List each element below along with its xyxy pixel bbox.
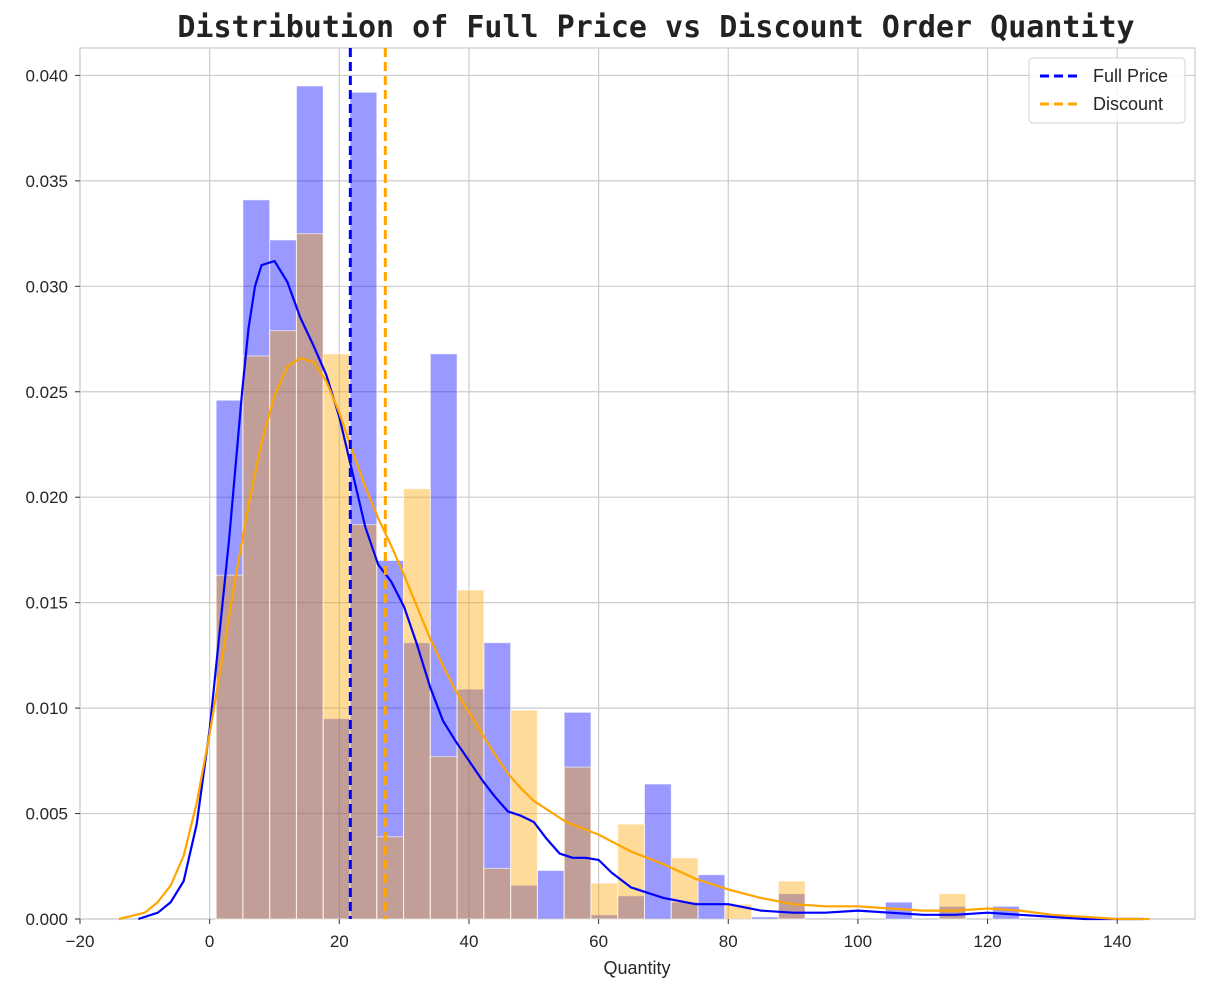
- y-tick-label: 0.010: [25, 699, 68, 718]
- discount-bar: [242, 355, 271, 920]
- x-tick-label: 40: [459, 932, 478, 951]
- legend-full-price-label: Full Price: [1093, 66, 1168, 86]
- x-tick-label: 100: [844, 932, 872, 951]
- mean-lines: [348, 48, 387, 919]
- x-tick-label: 80: [719, 932, 738, 951]
- plot-area: [79, 47, 1196, 920]
- discount-bar: [563, 766, 592, 920]
- y-tick-label: 0.000: [25, 910, 68, 929]
- full-price-bar: [215, 399, 244, 920]
- discount-bar: [349, 524, 378, 920]
- chart-title: Distribution of Full Price vs Discount O…: [177, 10, 1134, 45]
- full-price-bar: [563, 711, 592, 920]
- y-tick-label: 0.005: [25, 805, 68, 824]
- x-tick-label: 0: [205, 932, 214, 951]
- y-tick-label: 0.015: [25, 594, 68, 613]
- discount-bar: [590, 882, 619, 920]
- discount-bar: [322, 353, 351, 920]
- x-axis-label: Quantity: [603, 958, 670, 978]
- full-price-bar: [536, 869, 565, 920]
- full-price-bar: [751, 916, 779, 920]
- discount-bar: [483, 867, 512, 920]
- legend: Full Price Discount: [1028, 57, 1186, 124]
- histogram-bars: [215, 85, 1020, 920]
- full-price-bar: [322, 718, 351, 920]
- y-tick-label: 0.035: [25, 172, 68, 191]
- discount-bar: [456, 589, 485, 920]
- y-tick-label: 0.040: [25, 66, 68, 85]
- y-tick-label: 0.020: [25, 488, 68, 507]
- x-tick-label: −20: [66, 932, 95, 951]
- x-tick-label: 120: [973, 932, 1001, 951]
- discount-bar: [670, 857, 699, 920]
- discount-bar: [429, 756, 458, 920]
- x-tick-label: 20: [330, 932, 349, 951]
- full-price-kde-line: [137, 259, 1144, 921]
- full-price-bar: [376, 559, 405, 920]
- full-price-bar: [269, 239, 297, 920]
- y-tick-label: 0.030: [25, 277, 68, 296]
- discount-bar: [617, 823, 646, 920]
- discount-kde-line: [118, 356, 1150, 921]
- discount-bar: [376, 836, 405, 920]
- legend-discount-label: Discount: [1093, 94, 1163, 114]
- x-tick-label: 60: [589, 932, 608, 951]
- legend-frame: [1028, 57, 1186, 124]
- kde-curves: [118, 259, 1150, 921]
- discount-bar: [269, 330, 297, 920]
- discount-bar: [295, 233, 324, 920]
- axis-ticks: −20 0 20 40 60 80 100 120 140 0.000 0.005 0.010 0.01…: [25, 66, 1131, 951]
- y-tick-label: 0.025: [25, 383, 68, 402]
- x-tick-label: 140: [1103, 932, 1131, 951]
- discount-bar: [403, 488, 431, 920]
- full-price-bar: [510, 884, 538, 920]
